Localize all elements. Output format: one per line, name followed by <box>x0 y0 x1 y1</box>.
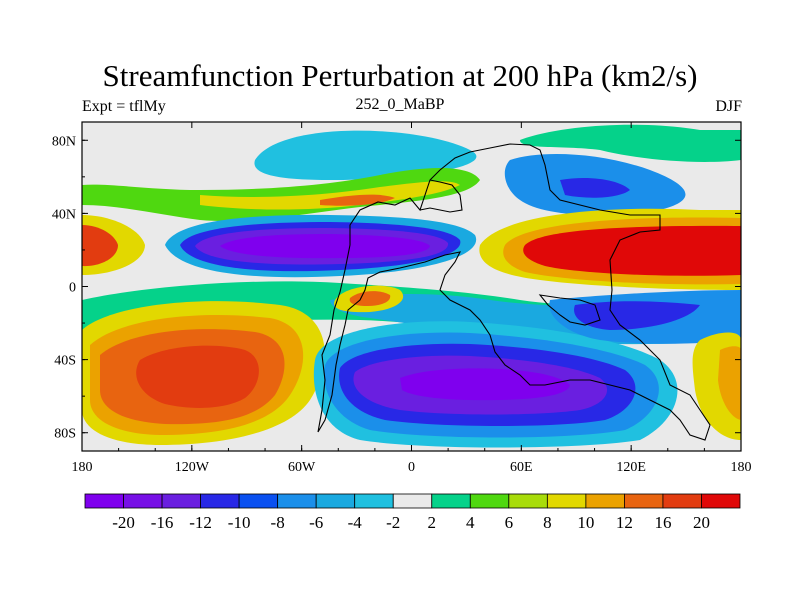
colorbar-label: 10 <box>577 513 594 532</box>
pangaea-coastline <box>317 143 711 441</box>
colorbar-swatch <box>546 493 587 509</box>
x-tick-label: 120W <box>175 460 210 475</box>
contour-field <box>82 124 741 448</box>
y-tick-label: 40S <box>54 354 76 369</box>
colorbar-label: 6 <box>505 513 514 532</box>
y-tick-label: 80S <box>54 427 76 442</box>
experiment-label: Expt = tflMy <box>82 98 166 115</box>
x-tick-label: 180 <box>72 460 93 475</box>
colorbar-label: 16 <box>654 513 671 532</box>
season-label: DJF <box>715 98 742 115</box>
colorbar-label: 8 <box>543 513 552 532</box>
colorbar-label: -10 <box>228 513 251 532</box>
colorbar-label: -12 <box>189 513 212 532</box>
region-yellow-north-band <box>200 181 460 210</box>
region-violet-south-ocean <box>400 368 570 401</box>
inner-coastline-north <box>419 179 463 213</box>
colorbar-swatch <box>161 493 201 509</box>
colorbar-label: -20 <box>112 513 135 532</box>
colorbar-swatch <box>508 493 548 509</box>
x-tick-label: 120E <box>616 460 646 475</box>
colorbar-label: -6 <box>309 513 323 532</box>
region-orange-south-atlantic <box>349 291 391 306</box>
colorbar-swatch <box>469 493 510 509</box>
colorbar-swatch <box>84 493 124 509</box>
case-label: 252_0_MaBP <box>355 96 445 113</box>
colorbar-label: -2 <box>386 513 400 532</box>
plot-title: Streamfunction Perturbation at 200 hPa (… <box>102 58 698 93</box>
region-green-north-band <box>82 168 480 222</box>
colorbar-swatch <box>624 493 664 509</box>
colorbar-label: 20 <box>693 513 710 532</box>
colorbar: -20 -16 -12 -10 -8 -6 -4 -2 2 4 6 8 10 12 16 20 <box>84 493 741 532</box>
colorbar-swatch <box>662 493 702 509</box>
colorbar-swatch <box>123 493 163 509</box>
y-tick-label: 0 <box>69 281 76 296</box>
x-tick-label: 180 <box>731 460 752 475</box>
continent-outline <box>317 143 711 441</box>
y-axis: 80N 40N 0 40S 80S <box>52 134 741 442</box>
region-violet-tropical <box>220 234 430 259</box>
x-axis: 180 120W 60W 0 60E 120E 180 <box>72 122 752 475</box>
colorbar-swatch <box>200 493 240 509</box>
y-tick-label: 80N <box>52 134 76 149</box>
x-tick-label: 60W <box>288 460 316 475</box>
y-tick-label: 40N <box>52 207 76 222</box>
colorbar-swatch <box>354 493 394 509</box>
colorbar-label: 4 <box>466 513 475 532</box>
colorbar-swatch <box>277 493 317 509</box>
island-outline <box>538 294 601 326</box>
colorbar-swatch <box>701 493 741 509</box>
colorbar-swatch <box>238 493 279 509</box>
region-red-dateline-west <box>82 225 118 267</box>
colorbar-swatch <box>585 493 625 509</box>
colorbar-label: -4 <box>348 513 363 532</box>
region-orange-east-dateline <box>718 346 741 420</box>
region-red-south-pacific <box>136 345 259 408</box>
region-blue-north-atlantic <box>254 130 477 180</box>
colorbar-label: 12 <box>616 513 633 532</box>
x-tick-label: 0 <box>408 460 415 475</box>
region-darkblue-east-south <box>574 301 700 330</box>
colorbar-swatch <box>315 493 356 509</box>
colorbar-label: -8 <box>271 513 285 532</box>
colorbar-swatch <box>431 493 471 509</box>
x-tick-label: 60E <box>510 460 533 475</box>
colorbar-swatch <box>392 493 433 509</box>
region-green-north-asia <box>520 124 741 162</box>
colorbar-label: -16 <box>151 513 174 532</box>
region-red-east-tropical <box>523 225 741 276</box>
region-blue-asia-core <box>560 178 630 198</box>
colorbar-label: 2 <box>428 513 437 532</box>
